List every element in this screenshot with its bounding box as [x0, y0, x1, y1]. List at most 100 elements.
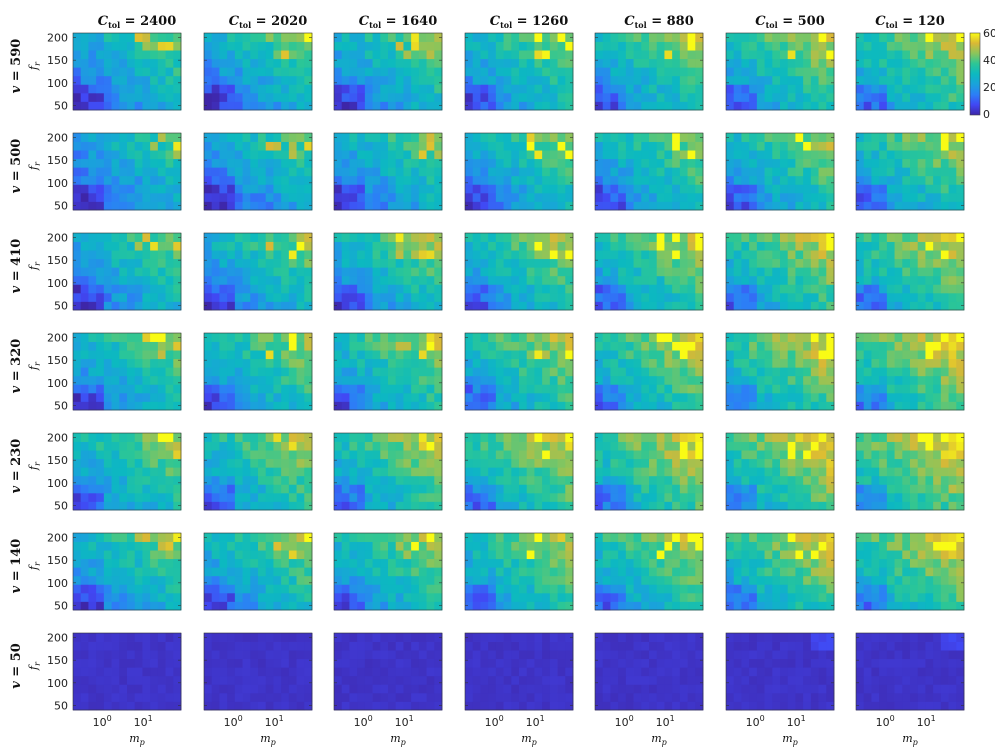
heatmap-cell: [204, 133, 213, 142]
heatmap-cell: [894, 401, 903, 411]
heatmap-cell: [526, 201, 535, 211]
heatmap-cell: [695, 441, 704, 451]
heatmap-cell: [656, 358, 665, 368]
heatmap-cell: [948, 158, 957, 168]
heatmap-cell: [557, 167, 566, 177]
heatmap-cell: [219, 167, 228, 177]
heatmap-cell: [480, 192, 489, 202]
heatmap-cell: [826, 158, 835, 168]
heatmap-cell: [119, 167, 128, 177]
heatmap-cell: [534, 401, 543, 411]
heatmap-cell: [165, 550, 174, 560]
heatmap-cell: [288, 101, 297, 111]
heatmap-cell: [764, 501, 773, 511]
heatmap-cell: [695, 333, 704, 342]
heatmap-cell: [948, 33, 957, 42]
heatmap-cell: [465, 341, 474, 351]
heatmap-cell: [250, 101, 259, 111]
heatmap-cell: [756, 341, 765, 351]
heatmap-cell: [165, 233, 174, 242]
heatmap-cell: [418, 41, 427, 51]
heatmap-cell: [503, 101, 512, 111]
heatmap-cell: [503, 458, 512, 468]
heatmap-cell: [649, 175, 658, 185]
heatmap-cell: [80, 441, 89, 451]
heatmap-cell: [633, 41, 642, 51]
heatmap-cell: [664, 133, 673, 142]
heatmap-cell: [902, 284, 911, 294]
heatmap-cell: [157, 50, 166, 60]
heatmap-cell: [349, 358, 358, 368]
heatmap-cell: [925, 401, 934, 411]
heatmap-cell: [534, 84, 543, 94]
heatmap-cell: [111, 141, 120, 151]
panel-v500-ctol2400: [72, 132, 182, 211]
heatmap-cell: [488, 192, 497, 202]
heatmap-cell: [595, 67, 604, 77]
heatmap-cell: [780, 258, 789, 268]
heatmap-cell: [364, 41, 373, 51]
heatmap-cell: [364, 441, 373, 451]
heatmap-cell: [242, 267, 251, 277]
heatmap-cell: [211, 601, 220, 611]
heatmap-cell: [134, 67, 143, 77]
heatmap-cell: [695, 250, 704, 260]
heatmap-cell: [595, 192, 604, 202]
heatmap-cell: [173, 550, 182, 560]
heatmap-cell: [219, 84, 228, 94]
heatmap-cell: [364, 101, 373, 111]
heatmap-cell: [411, 350, 420, 360]
heatmap-cell: [940, 233, 949, 242]
heatmap-cell: [656, 33, 665, 42]
heatmap-cell: [364, 467, 373, 477]
heatmap-cell: [258, 558, 267, 568]
heatmap-cell: [641, 458, 650, 468]
heatmap-cell: [803, 392, 812, 402]
heatmap-cell: [127, 575, 136, 585]
heatmap-cell: [764, 450, 773, 460]
heatmap-cell: [157, 41, 166, 51]
heatmap-cell: [258, 58, 267, 68]
heatmap-cell: [519, 133, 528, 142]
heatmap-cell: [641, 233, 650, 242]
heatmap-cell: [227, 575, 236, 585]
heatmap-cell: [863, 267, 872, 277]
heatmap-cell: [664, 333, 673, 342]
heatmap-cell: [618, 167, 627, 177]
heatmap-cell: [96, 401, 105, 411]
heatmap-cell: [741, 333, 750, 342]
heatmap-cell: [211, 501, 220, 511]
heatmap-cell: [495, 301, 504, 311]
heatmap-cell: [103, 250, 112, 260]
heatmap-cell: [925, 201, 934, 211]
heatmap-cell: [165, 201, 174, 211]
heatmap-cell: [265, 384, 274, 394]
heatmap-cell: [948, 341, 957, 351]
heatmap-cell: [150, 441, 159, 451]
heatmap-cell: [96, 484, 105, 494]
heatmap-cell: [288, 41, 297, 51]
heatmap-cell: [234, 367, 243, 377]
heatmap-cell: [542, 350, 551, 360]
heatmap-cell: [119, 484, 128, 494]
heatmap-cell: [956, 484, 965, 494]
heatmap-cell: [625, 41, 634, 51]
heatmap-cell: [803, 175, 812, 185]
heatmap-cell: [204, 267, 213, 277]
heatmap-cell: [656, 84, 665, 94]
heatmap-cell: [795, 441, 804, 451]
heatmap-cell: [933, 167, 942, 177]
heatmap-cell: [80, 150, 89, 160]
heatmap-cell: [250, 567, 259, 577]
heatmap-cell: [234, 501, 243, 511]
heatmap-cell: [127, 192, 136, 202]
heatmap-cell: [526, 284, 535, 294]
heatmap-cell: [395, 301, 404, 311]
heatmap-cell: [780, 75, 789, 85]
heatmap-cell: [595, 284, 604, 294]
heatmap-cell: [96, 558, 105, 568]
heatmap-cell: [519, 267, 528, 277]
heatmap-cell: [803, 341, 812, 351]
heatmap-cell: [288, 301, 297, 311]
heatmap-cell: [826, 358, 835, 368]
